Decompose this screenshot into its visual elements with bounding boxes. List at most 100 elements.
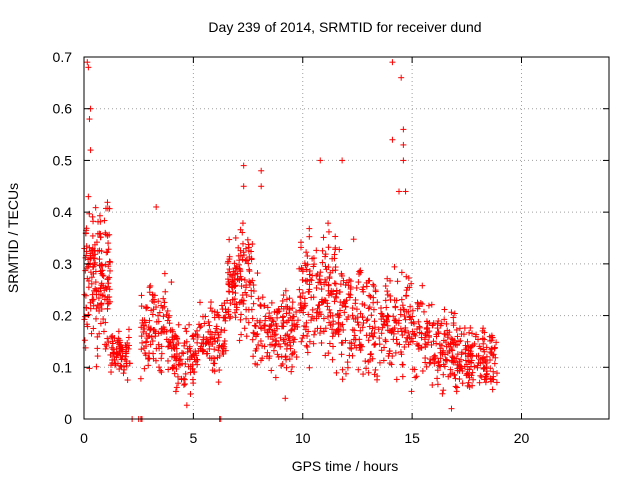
data-point [416, 323, 423, 330]
data-point [352, 336, 359, 343]
data-point [225, 308, 232, 315]
data-point [435, 358, 442, 365]
data-point [283, 296, 290, 303]
data-point [289, 322, 296, 329]
data-point [280, 292, 287, 299]
data-point [257, 324, 264, 331]
data-point [352, 300, 359, 307]
data-point [173, 384, 180, 391]
data-point [257, 338, 264, 345]
data-point [372, 366, 379, 373]
data-point [221, 337, 228, 344]
data-point [240, 162, 247, 169]
data-point [325, 220, 332, 227]
data-point [446, 348, 453, 355]
data-point [335, 326, 342, 333]
data-point [243, 257, 250, 264]
data-point [416, 324, 423, 331]
data-point [241, 276, 248, 283]
data-point [491, 360, 498, 367]
data-point [234, 270, 241, 277]
data-point [182, 370, 189, 377]
data-point [425, 302, 432, 309]
data-point [264, 304, 271, 311]
data-point [434, 320, 441, 327]
x-tick-labels: 0 5 10 15 20 [80, 430, 529, 446]
data-point [249, 336, 256, 343]
data-point [481, 329, 488, 336]
data-point [246, 253, 253, 260]
data-point [225, 281, 232, 288]
data-point [466, 329, 473, 336]
data-point [325, 350, 332, 357]
data-point [287, 327, 294, 334]
data-point [226, 253, 233, 260]
data-point [357, 327, 364, 334]
data-point [92, 204, 99, 211]
data-point [369, 333, 376, 340]
data-point [222, 306, 229, 313]
data-point [182, 381, 189, 388]
data-point [320, 328, 327, 335]
data-point [402, 327, 409, 334]
data-point [481, 364, 488, 371]
data-point [160, 295, 167, 302]
data-point [158, 329, 165, 336]
data-point [248, 293, 255, 300]
data-point [308, 317, 315, 324]
data-point [421, 308, 428, 315]
data-point [96, 330, 103, 337]
data-point [335, 320, 342, 327]
data-point [211, 368, 218, 375]
data-point [354, 319, 361, 326]
data-point [475, 336, 482, 343]
data-point [100, 316, 107, 323]
data-point [386, 350, 393, 357]
data-point [173, 345, 180, 352]
data-point [360, 288, 367, 295]
data-point [324, 313, 331, 320]
data-point [152, 333, 159, 340]
data-point [401, 312, 408, 319]
data-point [364, 316, 371, 323]
data-point [85, 193, 92, 200]
data-point [271, 327, 278, 334]
data-point [313, 247, 320, 254]
data-point [319, 247, 326, 254]
data-point [459, 380, 466, 387]
data-point [342, 337, 349, 344]
data-point [106, 274, 113, 281]
data-point [349, 305, 356, 312]
data-point [158, 355, 165, 362]
y-tick-label: 0.3 [53, 256, 73, 272]
data-point [97, 285, 104, 292]
data-point [470, 376, 477, 383]
data-point [412, 332, 419, 339]
data-point [232, 282, 239, 289]
data-point [272, 374, 279, 381]
data-point [161, 270, 168, 277]
data-point [215, 344, 222, 351]
data-point [123, 362, 130, 369]
data-point [207, 305, 214, 312]
data-point [103, 285, 110, 292]
data-point [156, 364, 163, 371]
data-point [213, 323, 220, 330]
data-point [81, 337, 88, 344]
data-point [124, 377, 131, 384]
data-point [464, 353, 471, 360]
data-point [87, 299, 94, 306]
data-point [275, 353, 282, 360]
data-point [357, 341, 364, 348]
data-point [277, 334, 284, 341]
data-point [168, 279, 175, 286]
data-point [96, 212, 103, 219]
data-point [94, 333, 101, 340]
data-point [175, 321, 182, 328]
data-point [332, 293, 339, 300]
data-point [101, 296, 108, 303]
data-point [339, 366, 346, 373]
data-point [365, 305, 372, 312]
data-point [311, 331, 318, 338]
